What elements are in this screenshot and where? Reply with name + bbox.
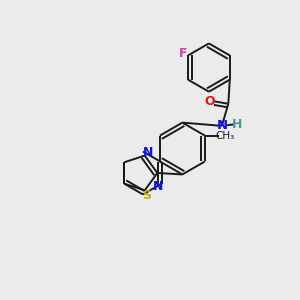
Text: CH₃: CH₃ — [216, 130, 235, 141]
Text: N: N — [153, 180, 163, 193]
Text: S: S — [142, 189, 151, 202]
Text: H: H — [232, 118, 242, 131]
Text: O: O — [205, 95, 215, 108]
Text: N: N — [216, 119, 227, 132]
Text: F: F — [178, 46, 187, 60]
Text: N: N — [142, 146, 153, 159]
